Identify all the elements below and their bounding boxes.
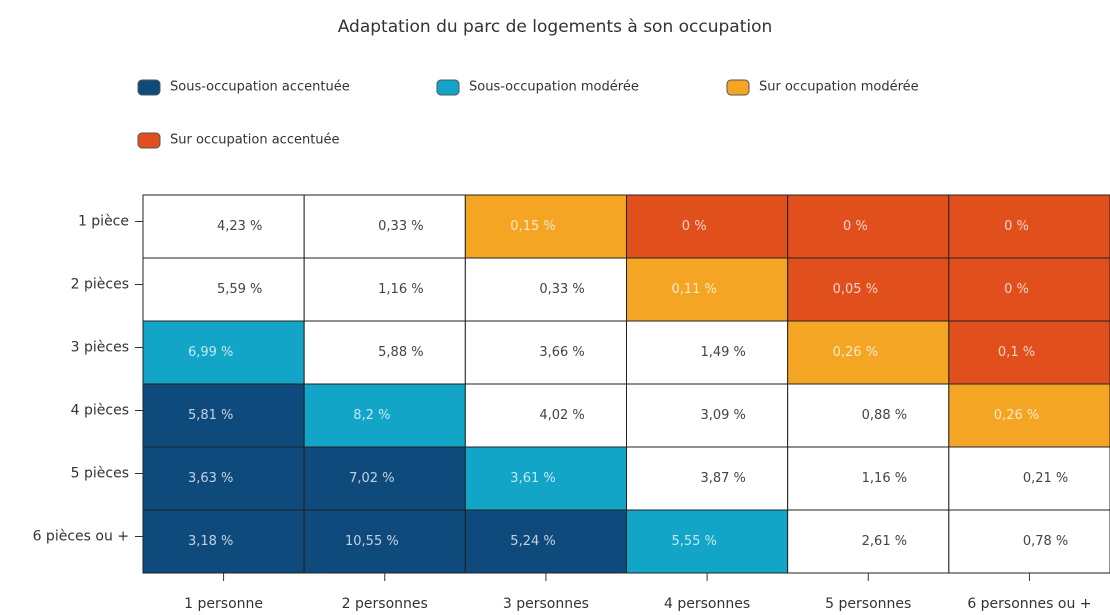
cell-label: 5,24 % (510, 534, 555, 549)
cell-label: 6,99 % (188, 345, 233, 360)
cell-label: 5,88 % (378, 345, 423, 360)
cell-label: 1,16 % (862, 471, 907, 486)
cell-label: 0,33 % (539, 282, 584, 297)
y-tick-label: 2 pièces (71, 277, 129, 293)
y-tick-label: 4 pièces (71, 403, 129, 419)
cell (303, 509, 466, 574)
cell (948, 383, 1110, 448)
cell (303, 320, 466, 385)
cell-label: 5,81 % (188, 408, 233, 423)
cell-label: 3,66 % (539, 345, 584, 360)
cell-label: 0,88 % (862, 408, 907, 423)
cell-label: 0 % (682, 219, 707, 234)
x-tick-label: 5 personnes (825, 596, 911, 612)
cell (787, 320, 950, 385)
x-tick-label: 1 personne (184, 596, 263, 612)
cell (303, 194, 466, 259)
cell-label: 1,49 % (700, 345, 745, 360)
x-tick-label: 6 personnes ou + (967, 596, 1091, 612)
cell (626, 383, 789, 448)
cell-label: 1,16 % (378, 282, 423, 297)
cell (787, 194, 950, 259)
cell (303, 383, 466, 448)
cell (948, 257, 1110, 322)
cell (464, 446, 628, 511)
cell (464, 257, 628, 322)
cell (142, 383, 305, 448)
cell-label: 0,1 % (998, 345, 1035, 360)
cell-label: 0,15 % (510, 219, 555, 234)
x-tick-label: 2 personnes (342, 596, 428, 612)
cell (626, 194, 789, 259)
legend-swatch (726, 79, 750, 96)
cell (787, 257, 950, 322)
cell-label: 0 % (1004, 282, 1029, 297)
cell (787, 383, 950, 448)
cell (303, 446, 466, 511)
cell-label: 4,02 % (539, 408, 584, 423)
cell (464, 383, 628, 448)
y-tick-label: 5 pièces (71, 466, 129, 482)
cell (787, 446, 950, 511)
legend-swatch (137, 79, 161, 96)
cell (948, 320, 1110, 385)
legend-label: Sous-occupation modérée (469, 80, 639, 95)
cell (626, 320, 789, 385)
cell-label: 5,55 % (671, 534, 716, 549)
y-tick-label: 1 pièce (78, 214, 129, 230)
cell (142, 446, 305, 511)
legend-label: Sous-occupation accentuée (170, 80, 350, 95)
cell-label: 3,18 % (188, 534, 233, 549)
legend-label: Sur occupation accentuée (170, 133, 340, 148)
cell-label: 8,2 % (353, 408, 390, 423)
cell-label: 0,33 % (378, 219, 423, 234)
cell-label: 3,61 % (510, 471, 555, 486)
cell (787, 509, 950, 574)
cell-label: 5,59 % (217, 282, 262, 297)
legend-swatch (137, 132, 161, 149)
cell-label: 2,61 % (862, 534, 907, 549)
cell-label: 0,21 % (1023, 471, 1068, 486)
cell (303, 257, 466, 322)
cell-label: 0,26 % (994, 408, 1039, 423)
cell-label: 0,05 % (833, 282, 878, 297)
cell (464, 509, 628, 574)
legend-swatch (436, 79, 460, 96)
cell-label: 10,55 % (345, 534, 399, 549)
cell (142, 194, 305, 259)
cell-label: 0,11 % (671, 282, 716, 297)
cell-label: 0 % (1004, 219, 1029, 234)
cell-label: 3,87 % (700, 471, 745, 486)
cell-label: 0 % (843, 219, 868, 234)
cell-label: 3,63 % (188, 471, 233, 486)
cell (464, 194, 628, 259)
y-tick-label: 6 pièces ou + (33, 529, 129, 545)
x-tick-label: 4 personnes (664, 596, 750, 612)
legend-label: Sur occupation modérée (759, 80, 919, 95)
cell-label: 0,26 % (833, 345, 878, 360)
cell (948, 194, 1110, 259)
cell (142, 509, 305, 574)
cell (142, 257, 305, 322)
x-tick-label: 3 personnes (503, 596, 589, 612)
cell-label: 0,78 % (1023, 534, 1068, 549)
cell-label: 7,02 % (349, 471, 394, 486)
cell-label: 3,09 % (700, 408, 745, 423)
cell-label: 4,23 % (217, 219, 262, 234)
y-tick-label: 3 pièces (71, 340, 129, 356)
chart-title: Adaptation du parc de logements à son oc… (338, 17, 773, 37)
